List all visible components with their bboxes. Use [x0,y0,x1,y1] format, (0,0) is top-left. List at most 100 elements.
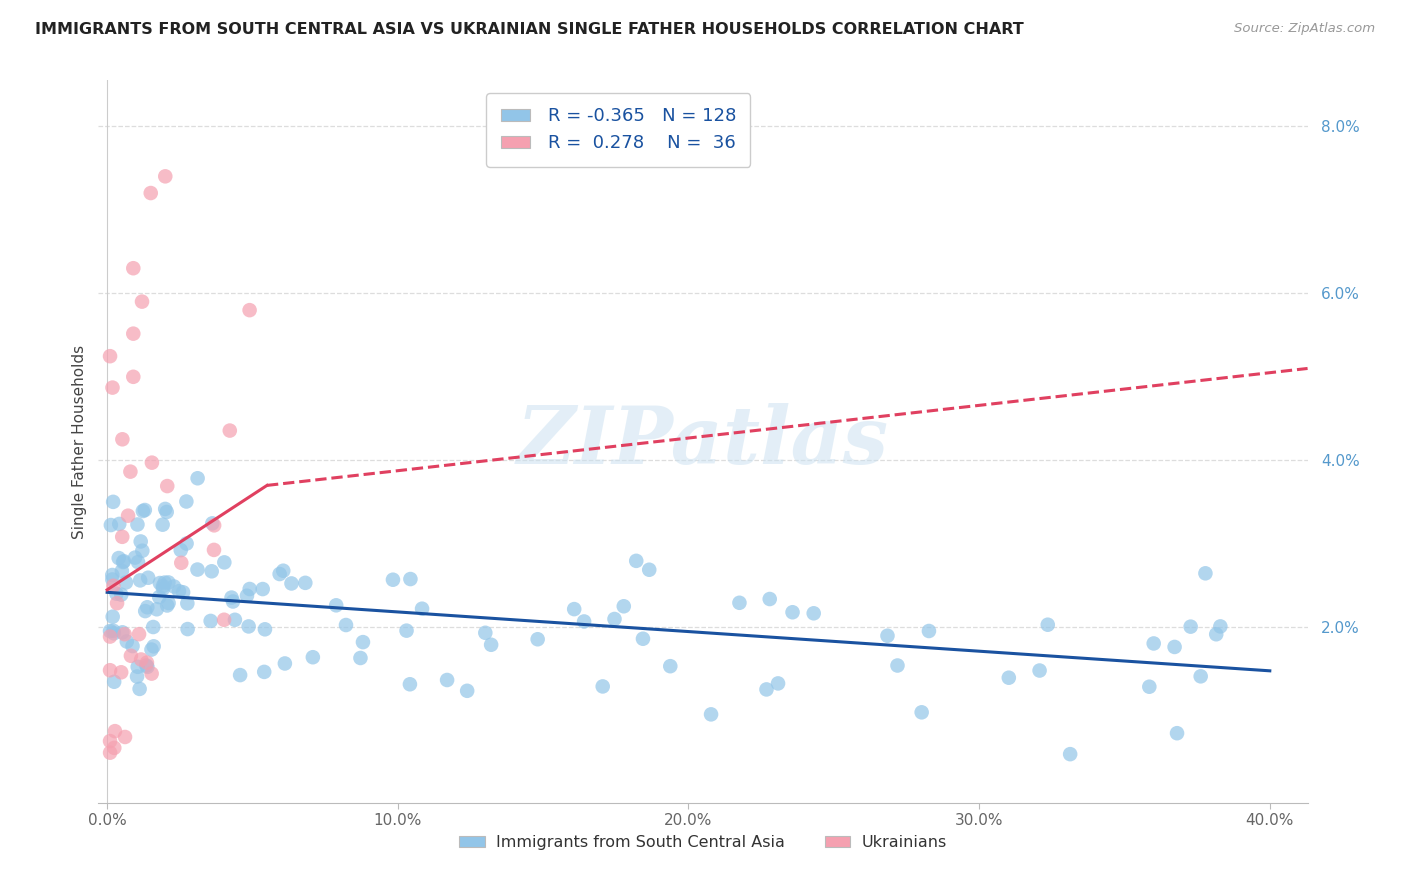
Point [100,518,122,533]
Point [1189,669,1212,683]
Point [186,563,208,577]
Point [201,564,224,578]
Point [157,575,180,590]
Point [803,607,825,621]
Point [149,576,172,591]
Point [782,605,804,619]
Point [214,555,236,569]
Point [122,326,145,341]
Point [399,677,422,691]
Point [1059,747,1081,761]
Point [152,579,174,593]
Point [436,673,458,687]
Point [129,574,152,588]
Point [98,746,121,760]
Point [125,669,148,683]
Point [98,624,121,638]
Point [136,571,159,585]
Point [104,724,127,739]
Point [239,582,262,596]
Point [274,657,297,671]
Point [134,604,156,618]
Point [170,556,193,570]
Point [1028,664,1050,678]
Point [153,575,176,590]
Point [129,652,152,666]
Point [172,585,194,599]
Point [148,590,170,604]
Point [141,642,163,657]
Point [98,734,121,748]
Point [200,614,222,628]
Point [572,615,595,629]
Point [562,602,585,616]
Point [103,579,125,593]
Point [176,494,198,508]
Point [1194,566,1216,581]
Point [176,596,198,610]
Point [876,629,898,643]
Point [395,624,418,638]
Point [603,612,626,626]
Point [1166,726,1188,740]
Point [122,369,145,384]
Point [115,634,138,648]
Point [101,573,124,587]
Point [700,707,723,722]
Point [111,564,134,578]
Point [167,584,190,599]
Point [128,627,150,641]
Point [224,613,246,627]
Point [152,517,174,532]
Point [238,619,260,633]
Text: IMMIGRANTS FROM SOUTH CENTRAL ASIA VS UKRAINIAN SINGLE FATHER HOUSEHOLDS CORRELA: IMMIGRANTS FROM SOUTH CENTRAL ASIA VS UK… [35,22,1024,37]
Point [112,554,135,568]
Point [222,594,245,608]
Point [631,632,654,646]
Point [101,495,124,509]
Point [145,602,167,616]
Point [163,579,186,593]
Point [918,624,941,638]
Point [302,650,325,665]
Point [349,651,371,665]
Point [758,592,780,607]
Point [136,656,159,670]
Point [201,516,224,531]
Point [107,551,129,566]
Point [103,626,125,640]
Point [381,573,404,587]
Y-axis label: Single Father Households: Single Father Households [72,344,87,539]
Point [202,542,225,557]
Point [325,599,347,613]
Point [127,517,149,532]
Legend: Immigrants from South Central Asia, Ukrainians: Immigrants from South Central Asia, Ukra… [453,829,953,856]
Point [638,563,661,577]
Point [479,638,502,652]
Point [128,681,150,696]
Point [1209,619,1232,633]
Point [120,465,142,479]
Point [111,432,134,446]
Point [239,303,262,318]
Point [886,658,908,673]
Point [155,169,177,184]
Text: Source: ZipAtlas.com: Source: ZipAtlas.com [1234,22,1375,36]
Point [399,572,422,586]
Point [911,706,934,720]
Point [131,543,153,558]
Point [998,671,1021,685]
Point [157,596,180,610]
Point [108,516,131,531]
Point [176,536,198,550]
Point [728,596,751,610]
Point [141,666,163,681]
Point [120,648,142,663]
Point [294,575,316,590]
Point [592,680,614,694]
Point [132,504,155,518]
Point [187,471,209,485]
Point [1205,627,1227,641]
Point [626,554,648,568]
Point [98,349,121,363]
